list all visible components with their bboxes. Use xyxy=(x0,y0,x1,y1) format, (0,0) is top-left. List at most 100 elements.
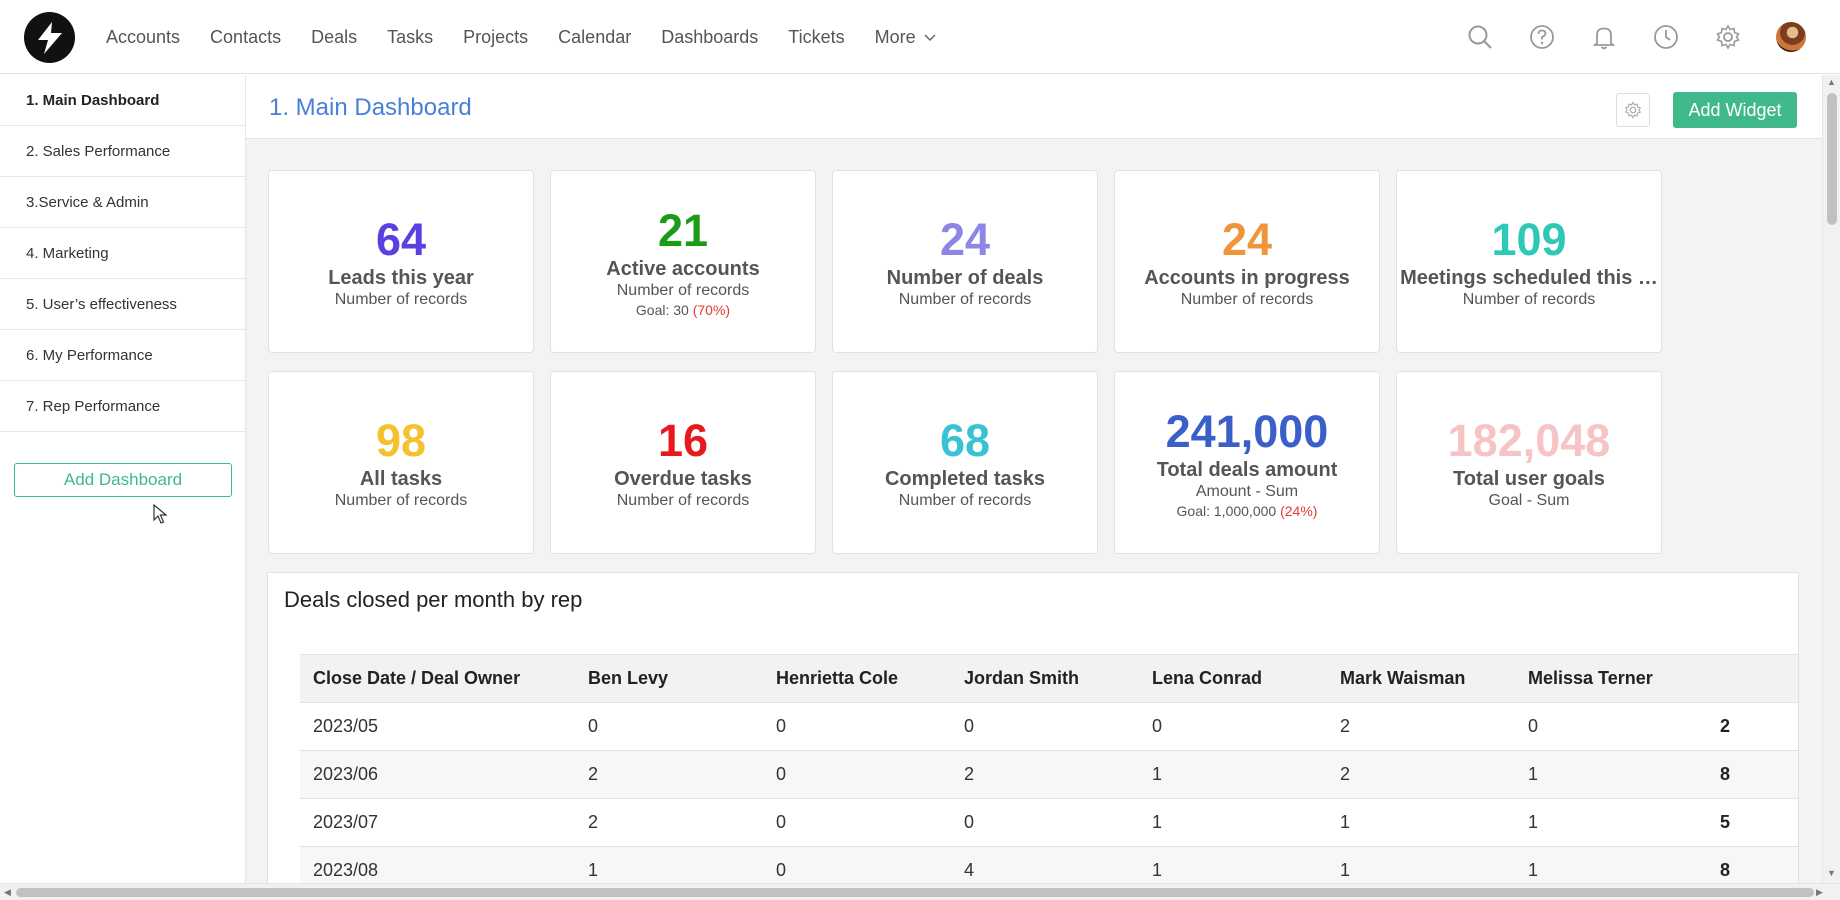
card-subtitle: Number of records xyxy=(1462,290,1596,308)
scroll-right-arrow-icon[interactable]: ▶ xyxy=(1816,887,1823,897)
card-value: 24 xyxy=(939,213,991,265)
widget-card[interactable]: 24 Accounts in progress Number of record… xyxy=(1114,170,1380,353)
vertical-scrollbar[interactable]: ▲ ▼ xyxy=(1822,75,1840,883)
column-header[interactable]: Henrietta Cole xyxy=(763,654,951,703)
table-cell: 0 xyxy=(763,702,951,751)
table-cell: 0 xyxy=(1139,702,1327,751)
widget-card[interactable]: 241,000 Total deals amount Amount - Sum … xyxy=(1114,371,1380,554)
row-total: 2 xyxy=(1703,702,1798,751)
card-value: 182,048 xyxy=(1447,414,1611,466)
card-subtitle: Number of records xyxy=(898,290,1032,308)
widget-card[interactable]: 68 Completed tasks Number of records xyxy=(832,371,1098,554)
nav-more[interactable]: More xyxy=(875,27,937,48)
main-content: 1. Main Dashboard Add Widget 64 Leads th… xyxy=(246,75,1822,892)
sidebar-item-users-effectiveness[interactable]: 5. User’s effectiveness xyxy=(0,279,245,330)
table-cell: 1 xyxy=(1139,798,1327,847)
nav-dashboards[interactable]: Dashboards xyxy=(661,26,759,47)
sidebar-item-rep-performance[interactable]: 7. Rep Performance xyxy=(0,381,245,432)
mouse-cursor-icon xyxy=(153,504,167,524)
card-goal-text: Goal: 1,000,000 xyxy=(1176,502,1277,519)
column-header[interactable]: Close Date / Deal Owner xyxy=(300,654,575,703)
nav-deals[interactable]: Deals xyxy=(311,26,358,47)
add-widget-button[interactable]: Add Widget xyxy=(1673,92,1797,128)
table-cell: 0 xyxy=(763,798,951,847)
card-subtitle: Number of records xyxy=(898,491,1032,509)
gear-icon[interactable] xyxy=(1714,23,1742,51)
nav-tickets[interactable]: Tickets xyxy=(788,26,845,47)
page-title: 1. Main Dashboard xyxy=(269,94,472,121)
nav-accounts[interactable]: Accounts xyxy=(106,26,181,47)
chevron-down-icon xyxy=(924,34,936,42)
card-label: Overdue tasks xyxy=(614,467,752,490)
row-total: 8 xyxy=(1703,750,1798,799)
dashboard-sidebar: 1. Main Dashboard 2. Sales Performance 3… xyxy=(0,75,246,883)
gear-icon xyxy=(1624,101,1642,119)
card-label: Total deals amount xyxy=(1156,458,1338,481)
dashboard-settings-button[interactable] xyxy=(1616,93,1650,127)
table-cell: 2 xyxy=(1327,750,1515,799)
card-value: 16 xyxy=(657,414,709,466)
card-subtitle: Number of records xyxy=(334,290,468,308)
widget-card[interactable]: 182,048 Total user goals Goal - Sum xyxy=(1396,371,1662,554)
horizontal-scrollbar[interactable]: ◀ ▶ xyxy=(0,883,1840,900)
app-logo[interactable] xyxy=(24,12,75,63)
avatar[interactable] xyxy=(1776,22,1806,52)
widget-card[interactable]: 21 Active accounts Number of records Goa… xyxy=(550,170,816,353)
vertical-scroll-thumb[interactable] xyxy=(1827,93,1837,225)
table-cell: 2023/06 xyxy=(300,750,575,799)
row-total: 5 xyxy=(1703,798,1798,847)
table-cell: 2 xyxy=(575,750,763,799)
card-goal-text: Goal: 30 xyxy=(635,301,689,318)
sidebar-item-my-performance[interactable]: 6. My Performance xyxy=(0,330,245,381)
widget-card[interactable]: 16 Overdue tasks Number of records xyxy=(550,371,816,554)
card-value: 24 xyxy=(1221,213,1273,265)
sidebar-item-main-dashboard[interactable]: 1. Main Dashboard xyxy=(0,75,245,126)
add-dashboard-button[interactable]: Add Dashboard xyxy=(14,463,232,497)
table-cell: 2 xyxy=(575,798,763,847)
nav-calendar[interactable]: Calendar xyxy=(558,26,632,47)
sidebar-item-service-admin[interactable]: 3.Service & Admin xyxy=(0,177,245,228)
help-icon[interactable] xyxy=(1528,23,1556,51)
column-header[interactable]: Melissa Terner xyxy=(1515,654,1703,703)
scroll-down-arrow-icon[interactable]: ▼ xyxy=(1827,868,1836,878)
table-cell: 2023/05 xyxy=(300,702,575,751)
column-header[interactable]: Jordan Smith xyxy=(951,654,1139,703)
deals-table-widget: Deals closed per month by rep Close Date… xyxy=(267,572,1799,892)
card-goal-percent: (24%) xyxy=(1280,502,1318,519)
nav-projects[interactable]: Projects xyxy=(463,26,529,47)
bell-icon[interactable] xyxy=(1590,23,1618,51)
card-subtitle: Number of records xyxy=(334,491,468,509)
search-icon[interactable] xyxy=(1466,23,1494,51)
card-label: Meetings scheduled this … xyxy=(1400,266,1658,289)
card-label: Completed tasks xyxy=(884,467,1046,490)
card-subtitle: Number of records xyxy=(616,491,750,509)
column-header[interactable]: Mark Waisman xyxy=(1327,654,1515,703)
scroll-left-arrow-icon[interactable]: ◀ xyxy=(4,887,11,897)
widget-card[interactable]: 24 Number of deals Number of records xyxy=(832,170,1098,353)
table-cell: 1 xyxy=(1139,750,1327,799)
card-goal-percent: (70%) xyxy=(692,301,731,318)
widget-card[interactable]: 109 Meetings scheduled this … Number of … xyxy=(1396,170,1662,353)
card-goal: Goal: 30 (70%) xyxy=(636,301,730,319)
table-cell: 2023/07 xyxy=(300,798,575,847)
card-label: All tasks xyxy=(359,467,443,490)
sidebar-item-sales-performance[interactable]: 2. Sales Performance xyxy=(0,126,245,177)
clock-icon[interactable] xyxy=(1652,23,1680,51)
card-value: 21 xyxy=(657,204,709,256)
table-cell: 2 xyxy=(951,750,1139,799)
table-cell: 0 xyxy=(951,798,1139,847)
nav-tasks[interactable]: Tasks xyxy=(387,26,434,47)
card-label: Active accounts xyxy=(606,257,760,280)
table-cell: 0 xyxy=(575,702,763,751)
widget-card[interactable]: 64 Leads this year Number of records xyxy=(268,170,534,353)
scroll-up-arrow-icon[interactable]: ▲ xyxy=(1827,77,1836,87)
table-row: 2023/07 2 0 0 1 1 1 5 xyxy=(300,798,1798,847)
horizontal-scroll-thumb[interactable] xyxy=(16,888,1814,897)
nav-contacts[interactable]: Contacts xyxy=(210,26,282,47)
column-header[interactable]: Lena Conrad xyxy=(1139,654,1327,703)
logo-icon xyxy=(37,21,62,54)
sidebar-item-marketing[interactable]: 4. Marketing xyxy=(0,228,245,279)
card-subtitle: Number of records xyxy=(616,281,750,299)
column-header[interactable]: Ben Levy xyxy=(575,654,763,703)
widget-card[interactable]: 98 All tasks Number of records xyxy=(268,371,534,554)
